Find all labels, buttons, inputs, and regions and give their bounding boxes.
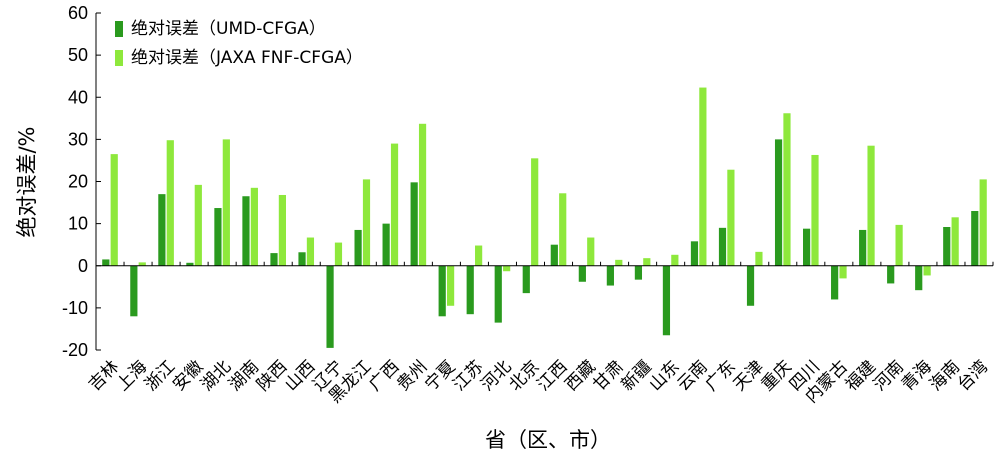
bar-2-湖北 — [222, 139, 230, 266]
bar-1-上海 — [130, 265, 138, 317]
legend-label-1: 绝对误差（UMD-CFGA） — [131, 19, 326, 39]
bar-1-广西 — [382, 223, 390, 266]
bar-2-黑龙江 — [362, 179, 371, 266]
bar-1-甘肃 — [606, 265, 614, 286]
bar-2-云南 — [699, 87, 707, 266]
bar-1-陕西 — [270, 253, 278, 266]
bar-2-山东 — [671, 254, 679, 266]
y-tick-label: 60 — [68, 3, 88, 23]
bar-1-河北 — [494, 265, 502, 323]
bar-2-甘肃 — [615, 259, 623, 266]
bar-2-天津 — [755, 251, 763, 266]
x-axis-label: 省（区、市） — [485, 428, 611, 452]
bar-1-北京 — [522, 265, 530, 294]
bar-2-四川 — [811, 154, 819, 266]
bar-2-辽宁 — [334, 242, 343, 266]
bar-1-天津 — [746, 265, 755, 306]
bar-2-新疆 — [643, 258, 651, 266]
y-tick-label: -20 — [62, 340, 88, 360]
bar-1-广东 — [718, 227, 727, 266]
bar-1-黑龙江 — [354, 229, 362, 266]
bar-2-内蒙古 — [839, 265, 847, 279]
bar-1-江西 — [550, 244, 558, 266]
bar-2-青海 — [923, 265, 931, 276]
bar-2-广西 — [390, 143, 399, 266]
y-axis-label: 绝对误差/% — [15, 126, 39, 237]
bar-2-宁夏 — [446, 265, 455, 306]
y-tick-label: 40 — [68, 87, 88, 107]
bar-1-海南 — [943, 227, 951, 266]
x-tick-label: 台湾 — [954, 357, 992, 395]
bar-2-河南 — [895, 224, 903, 266]
bar-2-上海 — [138, 262, 146, 266]
y-tick-label: -10 — [62, 298, 88, 318]
bars-layer — [102, 87, 987, 348]
bar-2-山西 — [306, 237, 315, 266]
legend-label-2: 绝对误差（JAXA FNF-CFGA） — [131, 48, 363, 68]
bar-1-江苏 — [466, 265, 474, 315]
bar-2-河北 — [503, 265, 511, 272]
bar-2-江西 — [559, 193, 567, 266]
y-tick-label: 30 — [68, 129, 88, 149]
bar-2-广东 — [727, 169, 735, 266]
bar-2-福建 — [867, 145, 875, 266]
bar-2-贵州 — [418, 123, 427, 266]
bar-2-湖南 — [250, 187, 258, 266]
bar-2-吉林 — [110, 154, 118, 266]
legend-swatch-2 — [115, 50, 123, 66]
bar-2-陕西 — [278, 194, 286, 266]
bar-1-内蒙古 — [831, 265, 839, 300]
bar-1-重庆 — [774, 139, 783, 266]
bar-1-吉林 — [102, 259, 110, 266]
bar-2-北京 — [531, 158, 539, 266]
y-tick-label: 20 — [68, 172, 88, 192]
bar-1-新疆 — [634, 265, 643, 280]
bar-1-青海 — [915, 265, 923, 291]
bar-1-云南 — [690, 241, 699, 266]
y-tick-label: 50 — [68, 45, 88, 65]
bar-1-湖南 — [242, 196, 250, 266]
x-ticks-layer: 吉林上海浙江安徽湖北湖南陕西山西辽宁黑龙江广西贵州宁夏江苏河北北京江西西藏甘肃新… — [85, 357, 992, 407]
bar-1-湖北 — [214, 208, 222, 266]
y-tick-label: 0 — [78, 256, 88, 276]
bar-1-浙江 — [158, 194, 166, 266]
bar-1-台湾 — [971, 210, 979, 266]
bar-2-江苏 — [475, 245, 483, 266]
legend: 绝对误差（UMD-CFGA） 绝对误差（JAXA FNF-CFGA） — [115, 19, 363, 68]
bar-2-西藏 — [587, 237, 595, 266]
bar-2-台湾 — [979, 179, 987, 266]
bar-1-山东 — [662, 265, 671, 336]
bar-1-贵州 — [410, 182, 418, 266]
bar-2-浙江 — [166, 140, 174, 266]
bar-2-海南 — [951, 217, 959, 266]
y-ticks-layer: -20 -10 0 10 20 30 40 50 60 — [62, 3, 101, 360]
bar-1-辽宁 — [326, 265, 334, 348]
bar-1-福建 — [859, 229, 867, 266]
bar-1-安徽 — [186, 262, 194, 266]
bar-1-西藏 — [578, 265, 586, 282]
bar-2-重庆 — [783, 113, 791, 266]
bar-1-四川 — [803, 228, 811, 266]
bar-1-宁夏 — [438, 265, 446, 317]
y-tick-label: 10 — [68, 214, 88, 234]
bar-1-山西 — [298, 252, 306, 266]
bar-2-安徽 — [194, 184, 202, 266]
bar-1-河南 — [887, 265, 895, 284]
legend-swatch-1 — [115, 21, 123, 37]
